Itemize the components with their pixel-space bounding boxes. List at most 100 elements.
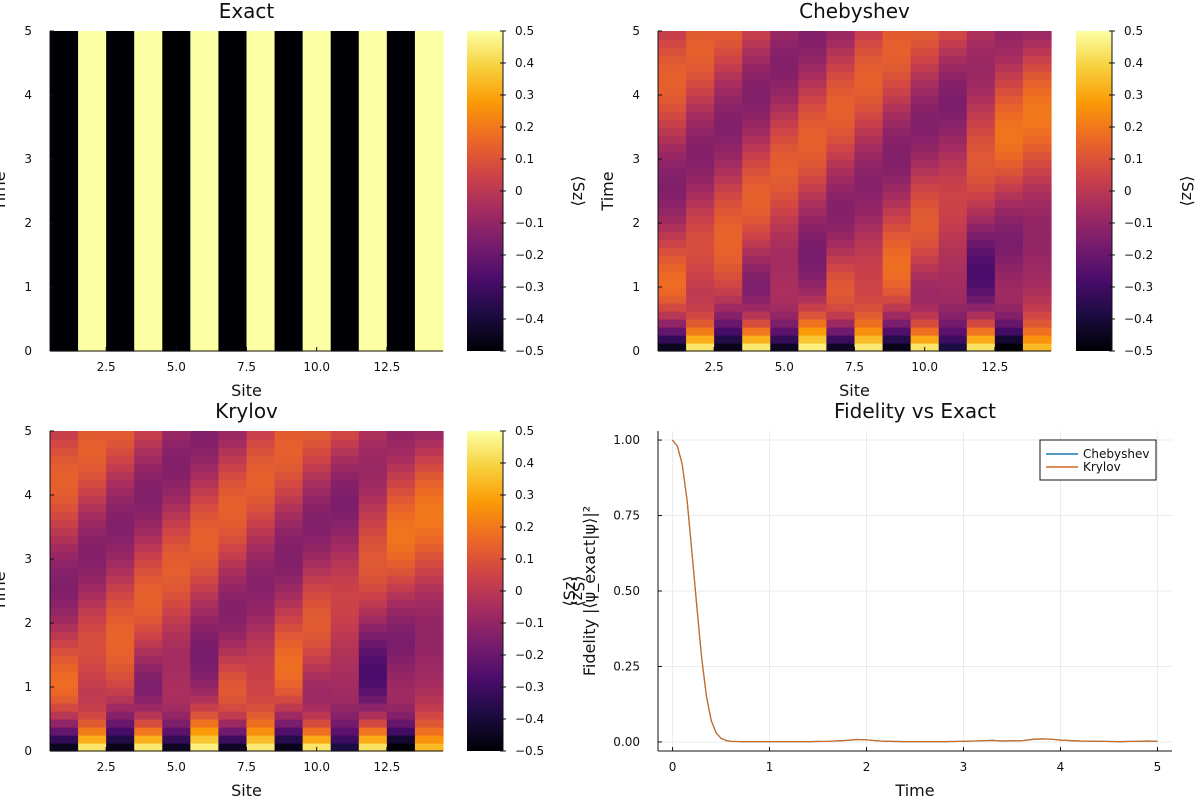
heatmap-cell xyxy=(190,591,220,600)
heatmap-cell xyxy=(302,607,332,616)
heatmap-cell xyxy=(246,591,276,600)
heatmap-cell xyxy=(246,159,276,168)
heatmap-cell xyxy=(386,287,416,296)
heatmap-cell xyxy=(910,71,940,80)
heatmap-cell xyxy=(358,55,388,64)
heatmap-cell xyxy=(302,271,332,280)
heatmap-cell xyxy=(274,87,304,96)
heatmap-cell xyxy=(686,71,715,80)
heatmap-cell xyxy=(686,311,715,320)
heatmap-cell xyxy=(106,223,135,232)
heatmap-cell xyxy=(386,575,416,584)
heatmap-cell xyxy=(882,303,912,312)
heatmap-cell xyxy=(134,143,163,152)
y-tick-label: 5 xyxy=(24,24,32,38)
heatmap-cell xyxy=(134,655,163,664)
heatmap-cell xyxy=(386,559,416,568)
heatmap-cell xyxy=(714,335,743,344)
heatmap-cell xyxy=(302,207,332,216)
heatmap-cell xyxy=(302,47,332,56)
heatmap-cell xyxy=(274,223,304,232)
heatmap-cell xyxy=(162,655,191,664)
heatmap-cell xyxy=(162,47,191,56)
heatmap-cell xyxy=(386,31,416,40)
heatmap-cell xyxy=(162,463,191,472)
heatmap-cell xyxy=(414,287,444,296)
heatmap-cell xyxy=(106,559,135,568)
x-axis-label: Site xyxy=(231,781,262,800)
heatmap-cell xyxy=(714,143,743,152)
heatmap-cell xyxy=(826,183,856,192)
heatmap-cell xyxy=(358,711,388,720)
heatmap-cell xyxy=(190,551,220,560)
heatmap-cell xyxy=(358,479,388,488)
heatmap-cell xyxy=(386,335,416,344)
heatmap-cell xyxy=(134,519,163,528)
heatmap-cell xyxy=(190,575,220,584)
heatmap-cell xyxy=(854,215,884,224)
heatmap-cell xyxy=(854,231,884,240)
heatmap-cell xyxy=(1022,183,1052,192)
heatmap-cell xyxy=(106,719,135,728)
heatmap-cell xyxy=(190,687,220,696)
heatmap-cell xyxy=(162,207,191,216)
heatmap-cell xyxy=(50,559,79,568)
heatmap-cell xyxy=(190,119,220,128)
heatmap-cell xyxy=(686,143,715,152)
heatmap-cell xyxy=(134,599,163,608)
heatmap-cell xyxy=(330,55,360,64)
colorbar-tick-label: 0.5 xyxy=(515,424,534,438)
heatmap-cell xyxy=(106,47,135,56)
heatmap-cell xyxy=(714,63,743,72)
heatmap-cell xyxy=(358,599,388,608)
colorbar-tick-label: −0.5 xyxy=(515,344,544,358)
heatmap-cell xyxy=(106,671,135,680)
heatmap-cell xyxy=(714,263,743,272)
heatmap-cell xyxy=(50,735,79,744)
heatmap-cell xyxy=(218,455,248,464)
heatmap-cell xyxy=(78,703,107,712)
heatmap-cell xyxy=(658,271,687,280)
heatmap-cell xyxy=(714,199,743,208)
heatmap-cell xyxy=(78,279,107,288)
heatmap-cell xyxy=(302,255,332,264)
heatmap-cell xyxy=(274,711,304,720)
y-tick-label: 0.00 xyxy=(613,735,640,749)
heatmap-cell xyxy=(106,287,135,296)
heatmap-cell xyxy=(246,167,276,176)
heatmap-cell xyxy=(246,567,276,576)
heatmap-cell xyxy=(358,687,388,696)
heatmap-cell xyxy=(1022,215,1052,224)
heatmap-cell xyxy=(218,271,248,280)
heatmap-cell xyxy=(994,31,1024,40)
heatmap-cell xyxy=(938,271,968,280)
heatmap-cell xyxy=(358,679,388,688)
heatmap-cell xyxy=(50,551,79,560)
heatmap-cell xyxy=(330,703,360,712)
heatmap-cell xyxy=(798,327,828,336)
colorbar-tick-label: −0.2 xyxy=(1124,248,1153,262)
heatmap-cell xyxy=(218,535,248,544)
heatmap-cell xyxy=(134,511,163,520)
heatmap-cell xyxy=(798,215,828,224)
heatmap-cell xyxy=(330,687,360,696)
heatmap-cell xyxy=(246,543,276,552)
heatmap-cell xyxy=(770,143,799,152)
heatmap-cell xyxy=(78,735,107,744)
heatmap-cell xyxy=(78,695,107,704)
heatmap-cell xyxy=(246,311,276,320)
heatmap-cell xyxy=(742,319,771,328)
heatmap-cell xyxy=(770,271,799,280)
heatmap-cell xyxy=(994,111,1024,120)
heatmap-cell xyxy=(714,151,743,160)
heatmap-cell xyxy=(686,215,715,224)
heatmap-cell xyxy=(106,743,135,752)
heatmap-cell xyxy=(218,151,248,160)
heatmap-cell xyxy=(966,183,996,192)
heatmap-cell xyxy=(78,679,107,688)
heatmap-cell xyxy=(358,295,388,304)
heatmap-cell xyxy=(134,735,163,744)
heatmap-cell xyxy=(50,175,79,184)
heatmap-cell xyxy=(218,511,248,520)
heatmap-cell xyxy=(658,343,687,352)
